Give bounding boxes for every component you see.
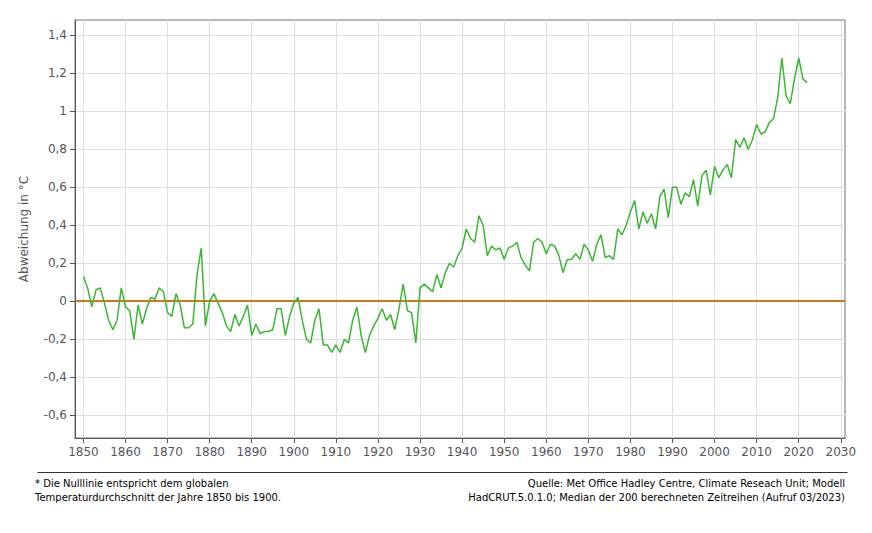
svg-text:0,6: 0,6 bbox=[48, 180, 67, 194]
svg-text:1960: 1960 bbox=[531, 445, 562, 459]
svg-text:0,8: 0,8 bbox=[48, 142, 67, 156]
svg-text:Temperaturdurchschnitt der Jah: Temperaturdurchschnitt der Jahre 1850 bi… bbox=[34, 492, 281, 503]
svg-text:1970: 1970 bbox=[573, 445, 604, 459]
svg-text:1940: 1940 bbox=[447, 445, 478, 459]
svg-text:0: 0 bbox=[59, 294, 67, 308]
svg-text:-0,4: -0,4 bbox=[44, 370, 67, 384]
svg-text:Quelle: Met Office Hadley Cent: Quelle: Met Office Hadley Centre, Climat… bbox=[528, 478, 845, 489]
svg-text:0,2: 0,2 bbox=[48, 256, 67, 270]
svg-text:1,2: 1,2 bbox=[48, 66, 67, 80]
svg-text:Abweichung in °C: Abweichung in °C bbox=[17, 176, 31, 282]
svg-text:* Die Nulllinie entspricht dem: * Die Nulllinie entspricht dem globalen bbox=[35, 478, 229, 489]
svg-text:1980: 1980 bbox=[615, 445, 646, 459]
svg-text:1850: 1850 bbox=[68, 445, 99, 459]
svg-text:1920: 1920 bbox=[363, 445, 394, 459]
svg-text:-0,2: -0,2 bbox=[44, 332, 67, 346]
svg-text:1,4: 1,4 bbox=[48, 28, 67, 42]
svg-text:1910: 1910 bbox=[321, 445, 352, 459]
svg-text:-0,6: -0,6 bbox=[44, 408, 67, 422]
svg-text:2030: 2030 bbox=[826, 445, 857, 459]
svg-text:2000: 2000 bbox=[699, 445, 730, 459]
svg-text:1880: 1880 bbox=[194, 445, 225, 459]
svg-text:HadCRUT.5.0.1.0; Median der 20: HadCRUT.5.0.1.0; Median der 200 berechne… bbox=[468, 492, 845, 503]
svg-text:1930: 1930 bbox=[405, 445, 436, 459]
svg-text:1870: 1870 bbox=[152, 445, 183, 459]
svg-text:1950: 1950 bbox=[489, 445, 520, 459]
svg-text:1: 1 bbox=[59, 104, 67, 118]
svg-text:2010: 2010 bbox=[741, 445, 772, 459]
svg-text:1900: 1900 bbox=[279, 445, 310, 459]
svg-text:2020: 2020 bbox=[783, 445, 814, 459]
svg-text:0,4: 0,4 bbox=[48, 218, 67, 232]
svg-text:1860: 1860 bbox=[110, 445, 141, 459]
svg-text:1990: 1990 bbox=[657, 445, 688, 459]
svg-text:1890: 1890 bbox=[236, 445, 267, 459]
